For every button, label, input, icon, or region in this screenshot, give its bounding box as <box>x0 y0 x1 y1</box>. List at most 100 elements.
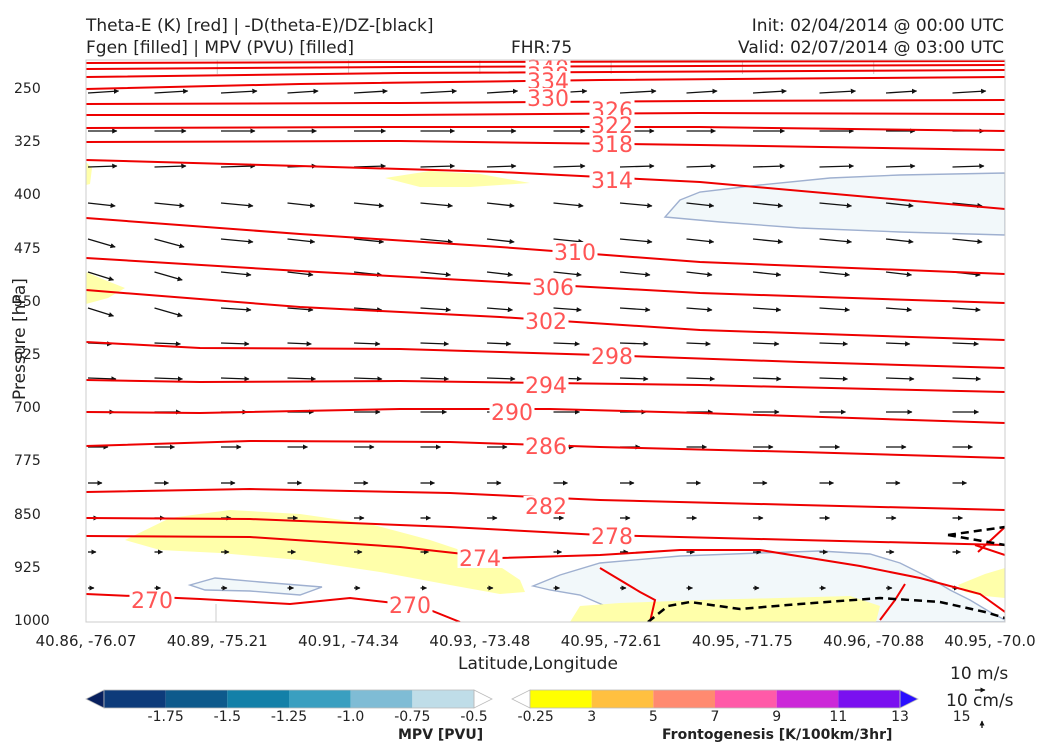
contour-label-bg <box>129 590 175 610</box>
contour-label-bg <box>523 496 569 516</box>
contour-label-bg <box>457 548 503 568</box>
colorbar-tick-label: 11 <box>829 709 848 725</box>
wind-vector <box>752 163 785 169</box>
wind-vector <box>686 163 716 169</box>
wind-vector <box>154 341 181 347</box>
wind-vector <box>220 88 258 94</box>
wind-vector <box>420 376 450 382</box>
wind-vector <box>752 202 784 209</box>
theta-e-contour <box>599 567 657 622</box>
valid-time: Valid: 02/07/2014 @ 03:00 UTC <box>738 38 1004 58</box>
wind-vector <box>87 376 117 382</box>
y-tick-label: 400 <box>14 187 41 204</box>
theta-e-contour <box>86 341 1005 369</box>
wind-vector <box>220 271 252 278</box>
plot-frame <box>85 59 1006 623</box>
wind-vector <box>220 238 254 245</box>
mpv-colorbar-swatch <box>227 690 289 708</box>
theta-e-contour-label: 302 <box>525 310 567 335</box>
contour-label-bg <box>523 375 569 395</box>
colorbar-tick-label: -1.5 <box>213 709 241 725</box>
wind-vector <box>885 202 914 209</box>
wind-vector <box>353 376 383 382</box>
wind-vector <box>952 341 979 347</box>
fgen-colorbar-swatch <box>776 690 839 708</box>
wind-vector <box>619 341 649 347</box>
wind-vector <box>220 376 250 382</box>
wind-vector <box>353 307 383 313</box>
colorbar-tick-label: -0.25 <box>517 709 554 725</box>
wind-vector <box>619 307 651 313</box>
theta-e-contour-label: 310 <box>554 241 596 266</box>
x-tick-label: 40.96, -70.88 <box>823 632 925 650</box>
theta-e-contour-label: 306 <box>532 276 574 301</box>
colorbar-tick-label: 7 <box>710 709 720 725</box>
theta-e-contour <box>86 69 1005 78</box>
wind-vector <box>154 376 184 382</box>
wind-vector <box>87 88 120 94</box>
wind-vector <box>154 271 183 282</box>
fgen-region <box>86 272 125 304</box>
wind-vector <box>353 202 385 209</box>
wind-vector <box>819 88 857 94</box>
fgen-colorbar-swatch <box>653 690 715 708</box>
theta-e-contour <box>86 139 1005 151</box>
contour-label-bg <box>387 595 433 615</box>
mpv-colorbar-swatch <box>165 690 228 708</box>
wind-vector <box>752 88 787 94</box>
mpv-colorbar-swatch <box>412 690 474 708</box>
wind-vector <box>87 163 118 169</box>
fgen-colorbar-title: Frontogenesis [K/100km/3hr] <box>662 727 893 743</box>
x-tick-label: 40.95, -71.75 <box>692 632 793 650</box>
theta-e-contour <box>86 159 1005 210</box>
theta-e-contour-label: 286 <box>525 435 567 460</box>
wind-vector <box>885 163 916 169</box>
wind-vector <box>819 238 853 245</box>
contour-label-bg <box>525 71 571 91</box>
wind-vector <box>819 341 849 347</box>
wind-vector <box>686 307 713 313</box>
fgen-colorbar-swatch <box>715 690 777 708</box>
wind-vector <box>819 271 851 278</box>
theta-e-contour <box>86 517 1005 546</box>
wind-vector <box>686 341 711 347</box>
wind-vector <box>952 376 982 382</box>
wind-vector <box>220 341 250 347</box>
wind-vector <box>154 88 189 94</box>
wind-vector <box>87 307 114 318</box>
theta-e-contour-label: 274 <box>459 547 501 572</box>
x-tick-label: 40.93, -73.48 <box>429 632 531 650</box>
fgen-colorbar-swatch <box>838 690 900 708</box>
colorbar-tick-label: 3 <box>587 709 597 725</box>
colorbar-tick-label: -1.25 <box>270 709 308 725</box>
wind-vector <box>154 238 185 249</box>
mpv-colorbar-title: MPV [PVU] <box>398 727 484 743</box>
wind-vector <box>952 307 981 313</box>
theta-e-contour <box>86 111 1005 116</box>
y-tick-label: 850 <box>14 506 41 523</box>
fgen-negative-contour <box>647 596 1005 622</box>
mpv-colorbar-frame <box>103 689 475 709</box>
y-tick-label: 325 <box>14 134 41 151</box>
wind-vector <box>553 238 584 245</box>
fgen-colorbar-swatch <box>530 690 592 708</box>
wind-vector <box>420 307 452 313</box>
mpv-colorbar-swatch <box>104 690 166 708</box>
wind-vector <box>752 376 782 382</box>
wind-vector <box>619 163 655 169</box>
wind-vector <box>619 271 651 278</box>
x-tick-label: 40.89, -75.21 <box>166 632 268 650</box>
wind-vector <box>287 271 314 278</box>
wind-vector <box>287 202 316 209</box>
theta-e-contour-label: 278 <box>591 525 633 550</box>
y-tick-label: 625 <box>14 347 41 363</box>
contour-label-bg <box>552 242 598 262</box>
wind-vector <box>353 238 385 245</box>
wind-vector <box>420 341 450 347</box>
wind-vector <box>353 341 381 347</box>
colorbar-tick-label: -0.5 <box>460 709 488 725</box>
wind-vector <box>287 307 314 313</box>
wind-vector <box>553 341 580 347</box>
y-axis-label: Pressure [hPa] <box>10 278 30 400</box>
y-tick-label: 550 <box>14 293 41 310</box>
